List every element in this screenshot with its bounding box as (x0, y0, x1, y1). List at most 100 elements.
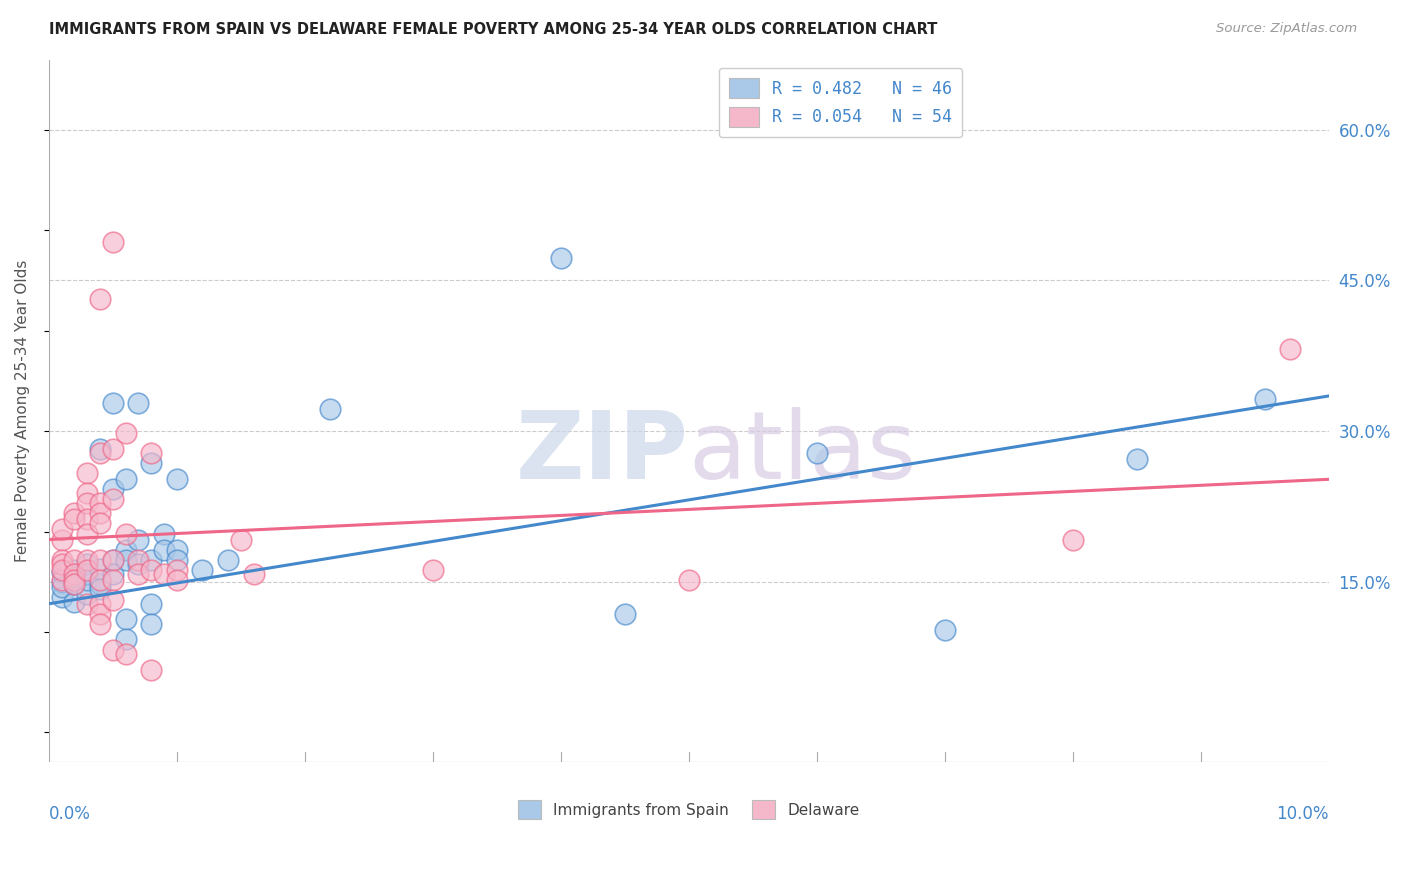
Point (114, 552, 136, 566)
Legend: Immigrants from Spain, Delaware: Immigrants from Spain, Delaware (512, 794, 866, 825)
Point (127, 557, 149, 571)
Point (63, 552, 86, 566)
Point (806, 446, 828, 460)
Point (166, 563, 188, 577)
Point (101, 566, 124, 581)
Point (934, 623, 956, 637)
Text: Source: ZipAtlas.com: Source: ZipAtlas.com (1216, 22, 1357, 36)
Point (242, 566, 264, 581)
Point (127, 533, 149, 547)
Point (89, 597, 111, 611)
Point (51, 563, 73, 577)
Point (63, 576, 86, 591)
Point (89, 552, 111, 566)
Point (229, 533, 252, 547)
Point (114, 612, 136, 626)
Point (89, 607, 111, 621)
Point (101, 643, 124, 657)
Point (101, 492, 124, 507)
Point (51, 565, 73, 579)
Point (89, 616, 111, 631)
Point (141, 663, 163, 677)
Point (153, 526, 176, 541)
Point (89, 496, 111, 510)
Point (153, 542, 176, 557)
Point (89, 562, 111, 576)
Point (76, 566, 98, 581)
Point (76, 496, 98, 510)
Point (63, 576, 86, 591)
Text: 0.0%: 0.0% (49, 805, 90, 822)
Point (76, 557, 98, 571)
Point (89, 573, 111, 587)
Point (422, 563, 444, 577)
Y-axis label: Female Poverty Among 25-34 Year Olds: Female Poverty Among 25-34 Year Olds (15, 260, 30, 562)
Point (89, 292, 111, 306)
Point (51, 580, 73, 594)
Point (127, 552, 149, 566)
Point (76, 467, 98, 481)
Text: atlas: atlas (689, 407, 917, 500)
Point (89, 446, 111, 460)
Point (76, 552, 98, 566)
Point (1279, 342, 1302, 356)
Point (319, 402, 342, 417)
Point (550, 252, 572, 266)
Point (63, 570, 86, 584)
Point (101, 483, 124, 497)
Point (613, 607, 636, 621)
Point (51, 573, 73, 587)
Point (51, 557, 73, 571)
Point (76, 597, 98, 611)
Point (114, 472, 136, 486)
Point (1062, 533, 1084, 547)
Point (166, 542, 188, 557)
Point (76, 563, 98, 577)
Point (76, 512, 98, 526)
Point (63, 512, 86, 526)
Point (76, 486, 98, 500)
Point (1254, 392, 1277, 406)
Point (89, 576, 111, 591)
Point (76, 587, 98, 601)
Text: ZIP: ZIP (516, 407, 689, 500)
Point (63, 595, 86, 609)
Point (141, 446, 163, 460)
Point (166, 472, 188, 486)
Point (217, 552, 239, 566)
Point (63, 507, 86, 521)
Point (127, 396, 149, 410)
Point (141, 616, 163, 631)
Text: IMMIGRANTS FROM SPAIN VS DELAWARE FEMALE POVERTY AMONG 25-34 YEAR OLDS CORRELATI: IMMIGRANTS FROM SPAIN VS DELAWARE FEMALE… (49, 22, 938, 37)
Point (63, 573, 86, 587)
Point (114, 526, 136, 541)
Point (51, 574, 73, 589)
Point (51, 552, 73, 566)
Text: 10.0%: 10.0% (1277, 805, 1329, 822)
Point (1126, 452, 1149, 467)
Point (141, 597, 163, 611)
Point (101, 573, 124, 587)
Point (141, 456, 163, 470)
Point (114, 426, 136, 441)
Point (153, 566, 176, 581)
Point (141, 552, 163, 566)
Point (63, 563, 86, 577)
Point (51, 533, 73, 547)
Point (191, 563, 214, 577)
Point (63, 566, 86, 581)
Point (51, 590, 73, 604)
Point (101, 592, 124, 607)
Point (101, 235, 124, 250)
Point (101, 552, 124, 566)
Point (141, 563, 163, 577)
Point (114, 542, 136, 557)
Point (51, 523, 73, 537)
Point (101, 442, 124, 457)
Point (89, 516, 111, 531)
Point (166, 573, 188, 587)
Point (89, 442, 111, 457)
Point (89, 582, 111, 596)
Point (127, 566, 149, 581)
Point (166, 552, 188, 566)
